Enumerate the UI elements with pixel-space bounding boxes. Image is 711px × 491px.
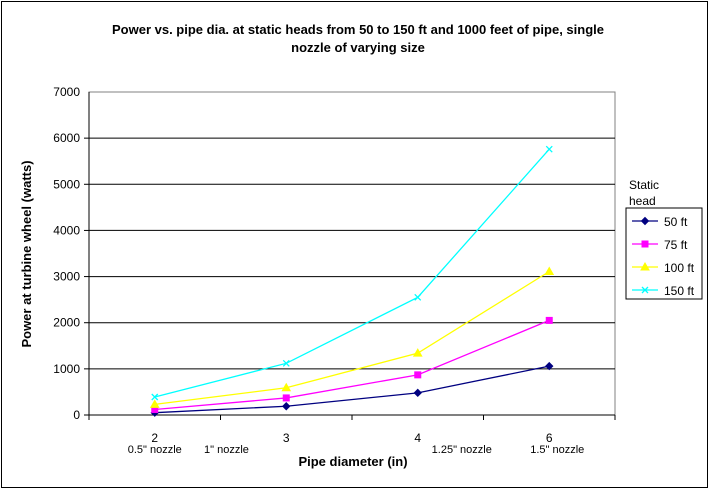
- data-point-75-ft: [414, 371, 422, 379]
- legend-label-75-ft: 75 ft: [664, 238, 688, 252]
- y-tick-label: 3000: [53, 270, 80, 284]
- nozzle-annotation: 0.5" nozzle: [128, 444, 182, 456]
- legend-marker-75-ft: [641, 240, 649, 248]
- series-line-75-ft: [154, 319, 550, 411]
- data-point-150-ft: [545, 145, 553, 153]
- legend-marker-150-ft: [641, 286, 649, 294]
- series-line-100-ft: [154, 270, 550, 406]
- nozzle-annotation: 1" nozzle: [204, 444, 249, 456]
- data-point-100-ft: [412, 348, 423, 357]
- plot-area: [88, 91, 616, 416]
- y-tick-label: 1000: [53, 362, 80, 376]
- legend-title-line-1: Static: [629, 178, 659, 192]
- legend-label-50-ft: 50 ft: [664, 215, 688, 229]
- y-tick-label: 5000: [53, 177, 80, 191]
- chart-title-line-2: nozzle of varying size: [291, 40, 425, 55]
- y-axis-title: Power at turbine wheel (watts): [19, 160, 34, 347]
- x-tick-label: 4: [414, 431, 421, 445]
- x-axis-title: Pipe diameter (in): [298, 454, 407, 469]
- legend-label-100-ft: 100 ft: [664, 261, 695, 275]
- chart-title-line-1: Power vs. pipe dia. at static heads from…: [112, 22, 604, 37]
- y-tick-label: 2000: [53, 316, 80, 330]
- data-point-50-ft: [282, 402, 291, 411]
- x-tick-label: 6: [546, 431, 553, 445]
- y-tick-label: 0: [73, 408, 80, 422]
- data-point-100-ft: [149, 399, 160, 408]
- data-point-150-ft: [414, 293, 422, 301]
- x-tick-label: 3: [283, 431, 290, 445]
- nozzle-annotation: 1.25" nozzle: [432, 444, 492, 456]
- legend-label-150-ft: 150 ft: [664, 284, 695, 298]
- data-point-150-ft: [151, 393, 159, 401]
- data-point-50-ft: [413, 388, 422, 398]
- data-point-100-ft: [544, 266, 555, 275]
- axis-layer: 0 1000 2000 3000 4000 5000 6000 7000 2 3 4 6 0.5" no…: [53, 85, 616, 456]
- legend-marker-50-ft: [640, 216, 650, 226]
- data-point-100-ft: [281, 382, 292, 392]
- grid-layer: [89, 137, 615, 370]
- data-point-50-ft: [545, 361, 554, 371]
- data-point-75-ft: [282, 394, 290, 402]
- y-tick-label: 6000: [53, 131, 80, 145]
- series-line-50-ft: [154, 365, 550, 414]
- y-tick-label: 4000: [53, 223, 80, 237]
- legend-box: [625, 207, 703, 300]
- data-point-75-ft: [545, 316, 553, 324]
- series-layer: [149, 145, 555, 417]
- legend-title-line-2: head: [629, 194, 656, 208]
- data-point-150-ft: [282, 359, 290, 367]
- legend-marker-100-ft: [640, 261, 650, 271]
- nozzle-annotation: 1.5" nozzle: [530, 444, 584, 456]
- series-line-150-ft: [154, 148, 550, 398]
- x-tick-label: 2: [151, 431, 158, 445]
- legend-layer: 50 ft 75 ft 100 ft 150 ft: [632, 215, 695, 298]
- y-tick-label: 7000: [53, 85, 80, 99]
